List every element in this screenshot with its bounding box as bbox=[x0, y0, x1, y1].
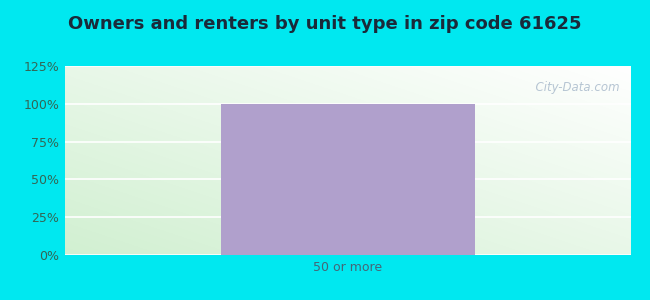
Text: City-Data.com: City-Data.com bbox=[528, 81, 619, 94]
Text: Owners and renters by unit type in zip code 61625: Owners and renters by unit type in zip c… bbox=[68, 15, 582, 33]
Bar bbox=[220, 104, 475, 255]
